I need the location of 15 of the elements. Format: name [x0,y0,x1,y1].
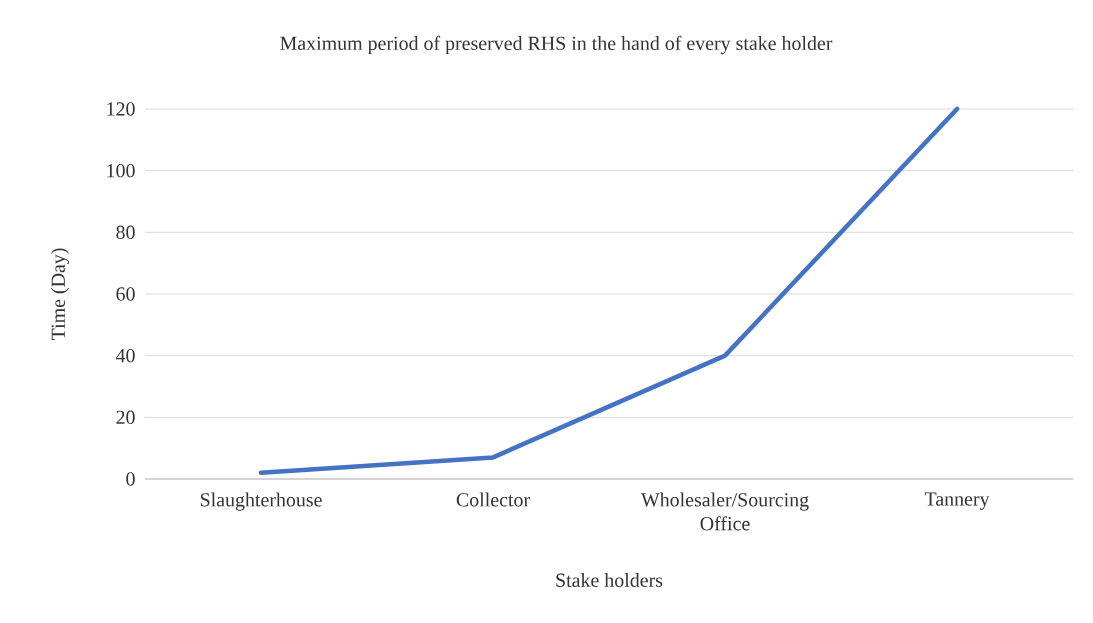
chart-title: Maximum period of preserved RHS in the hand of every stake holder [280,35,833,55]
y-tick-label: 20 [116,410,135,425]
y-tick-label: 60 [116,287,135,301]
y-tick-label: 0 [126,472,135,486]
x-tick-label: Wholesaler/Sourcing Office [640,492,809,531]
x-axis-title: Stake holders [556,572,663,587]
y-tick-label: 100 [107,163,135,178]
x-tick-label: Tannery [924,492,990,510]
y-tick-label: 40 [115,348,135,363]
y-tick-label: 120 [107,102,135,116]
y-axis-title: Time (Day) [50,248,70,341]
x-tick-label: Slaughterhouse [200,492,322,511]
x-tick-label: Collector [456,492,530,507]
line-series [258,106,960,476]
y-tick-label: 80 [116,225,135,240]
